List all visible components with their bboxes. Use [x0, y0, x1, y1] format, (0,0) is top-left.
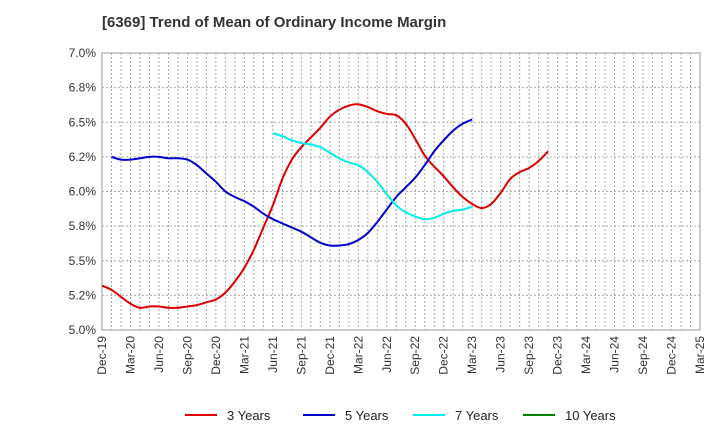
x-tick-label: Sep-20 [180, 336, 194, 375]
x-axis-labels: Dec-19 Mar-20 Jun-20 Sep-20 Dec-20 Mar-21 Jun-… [95, 336, 707, 375]
y-tick-label: 6.8% [69, 81, 97, 95]
legend-label: 5 Years [345, 407, 389, 423]
legend-item: 3 Years [185, 404, 270, 426]
x-tick-label: Mar-24 [579, 336, 593, 374]
legend-swatch [185, 414, 217, 416]
x-tick-label: Dec-24 [665, 336, 679, 375]
chart-title: [6369] Trend of Mean of Ordinary Income … [102, 14, 447, 31]
y-tick-label: 7.0% [69, 46, 97, 60]
y-tick-label: 5.8% [69, 219, 97, 233]
x-tick-label: Sep-23 [522, 336, 536, 375]
legend-item: 5 Years [303, 404, 388, 426]
series-lines [101, 103, 549, 310]
y-tick-label: 6.0% [69, 185, 97, 199]
legend-swatch [523, 414, 555, 416]
x-tick-label: Dec-19 [95, 336, 109, 375]
legend-label: 3 Years [227, 407, 271, 423]
x-tick-label: Sep-24 [636, 336, 650, 375]
y-tick-label: 6.2% [69, 150, 97, 164]
x-tick-label: Jun-22 [380, 336, 394, 373]
x-tick-label: Mar-25 [693, 336, 707, 374]
x-tick-label: Jun-21 [266, 336, 280, 373]
legend-item: 7 Years [413, 404, 498, 426]
series-line-7-years [272, 132, 473, 221]
x-tick-label: Mar-23 [465, 336, 479, 374]
series-line-3-years [101, 103, 549, 310]
y-tick-label: 5.0% [69, 323, 97, 337]
legend-swatch [413, 414, 445, 416]
x-tick-label: Jun-23 [494, 336, 508, 373]
x-tick-label: Sep-21 [294, 336, 308, 375]
x-tick-label: Dec-21 [323, 336, 337, 375]
legend-label: 10 Years [565, 407, 616, 423]
x-tick-label: Mar-20 [123, 336, 137, 374]
legend-swatch [303, 414, 335, 416]
y-tick-label: 5.2% [69, 288, 97, 302]
y-axis-labels: 5.0% 5.2% 5.5% 5.8% 6.0% 6.2% 6.5% 6.8% 7.0% [69, 46, 97, 337]
legend: 3 Years 5 Years 7 Years 10 Years [0, 404, 720, 426]
x-tick-label: Mar-21 [237, 336, 251, 374]
y-tick-label: 5.5% [69, 254, 97, 268]
x-tick-label: Dec-20 [209, 336, 223, 375]
legend-label: 7 Years [455, 407, 499, 423]
series-line-5-years [111, 118, 473, 247]
legend-item: 10 Years [523, 404, 616, 426]
y-tick-label: 6.5% [69, 115, 97, 129]
x-tick-label: Mar-22 [351, 336, 365, 374]
x-tick-label: Jun-20 [152, 336, 166, 373]
x-tick-label: Dec-22 [437, 336, 451, 375]
x-tick-label: Sep-22 [408, 336, 422, 375]
x-tick-label: Dec-23 [551, 336, 565, 375]
x-tick-label: Jun-24 [608, 336, 622, 373]
